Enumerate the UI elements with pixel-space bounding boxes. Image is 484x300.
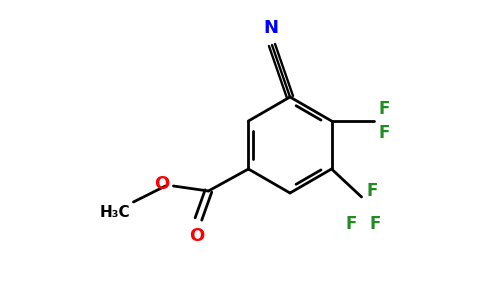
Text: H₃C: H₃C [100, 205, 130, 220]
Text: F: F [370, 215, 381, 233]
Text: O: O [189, 227, 204, 245]
Text: F: F [378, 124, 390, 142]
Text: F: F [378, 100, 390, 118]
Text: F: F [346, 215, 357, 233]
Text: F: F [366, 182, 378, 200]
Text: O: O [154, 175, 169, 193]
Text: N: N [263, 19, 278, 37]
